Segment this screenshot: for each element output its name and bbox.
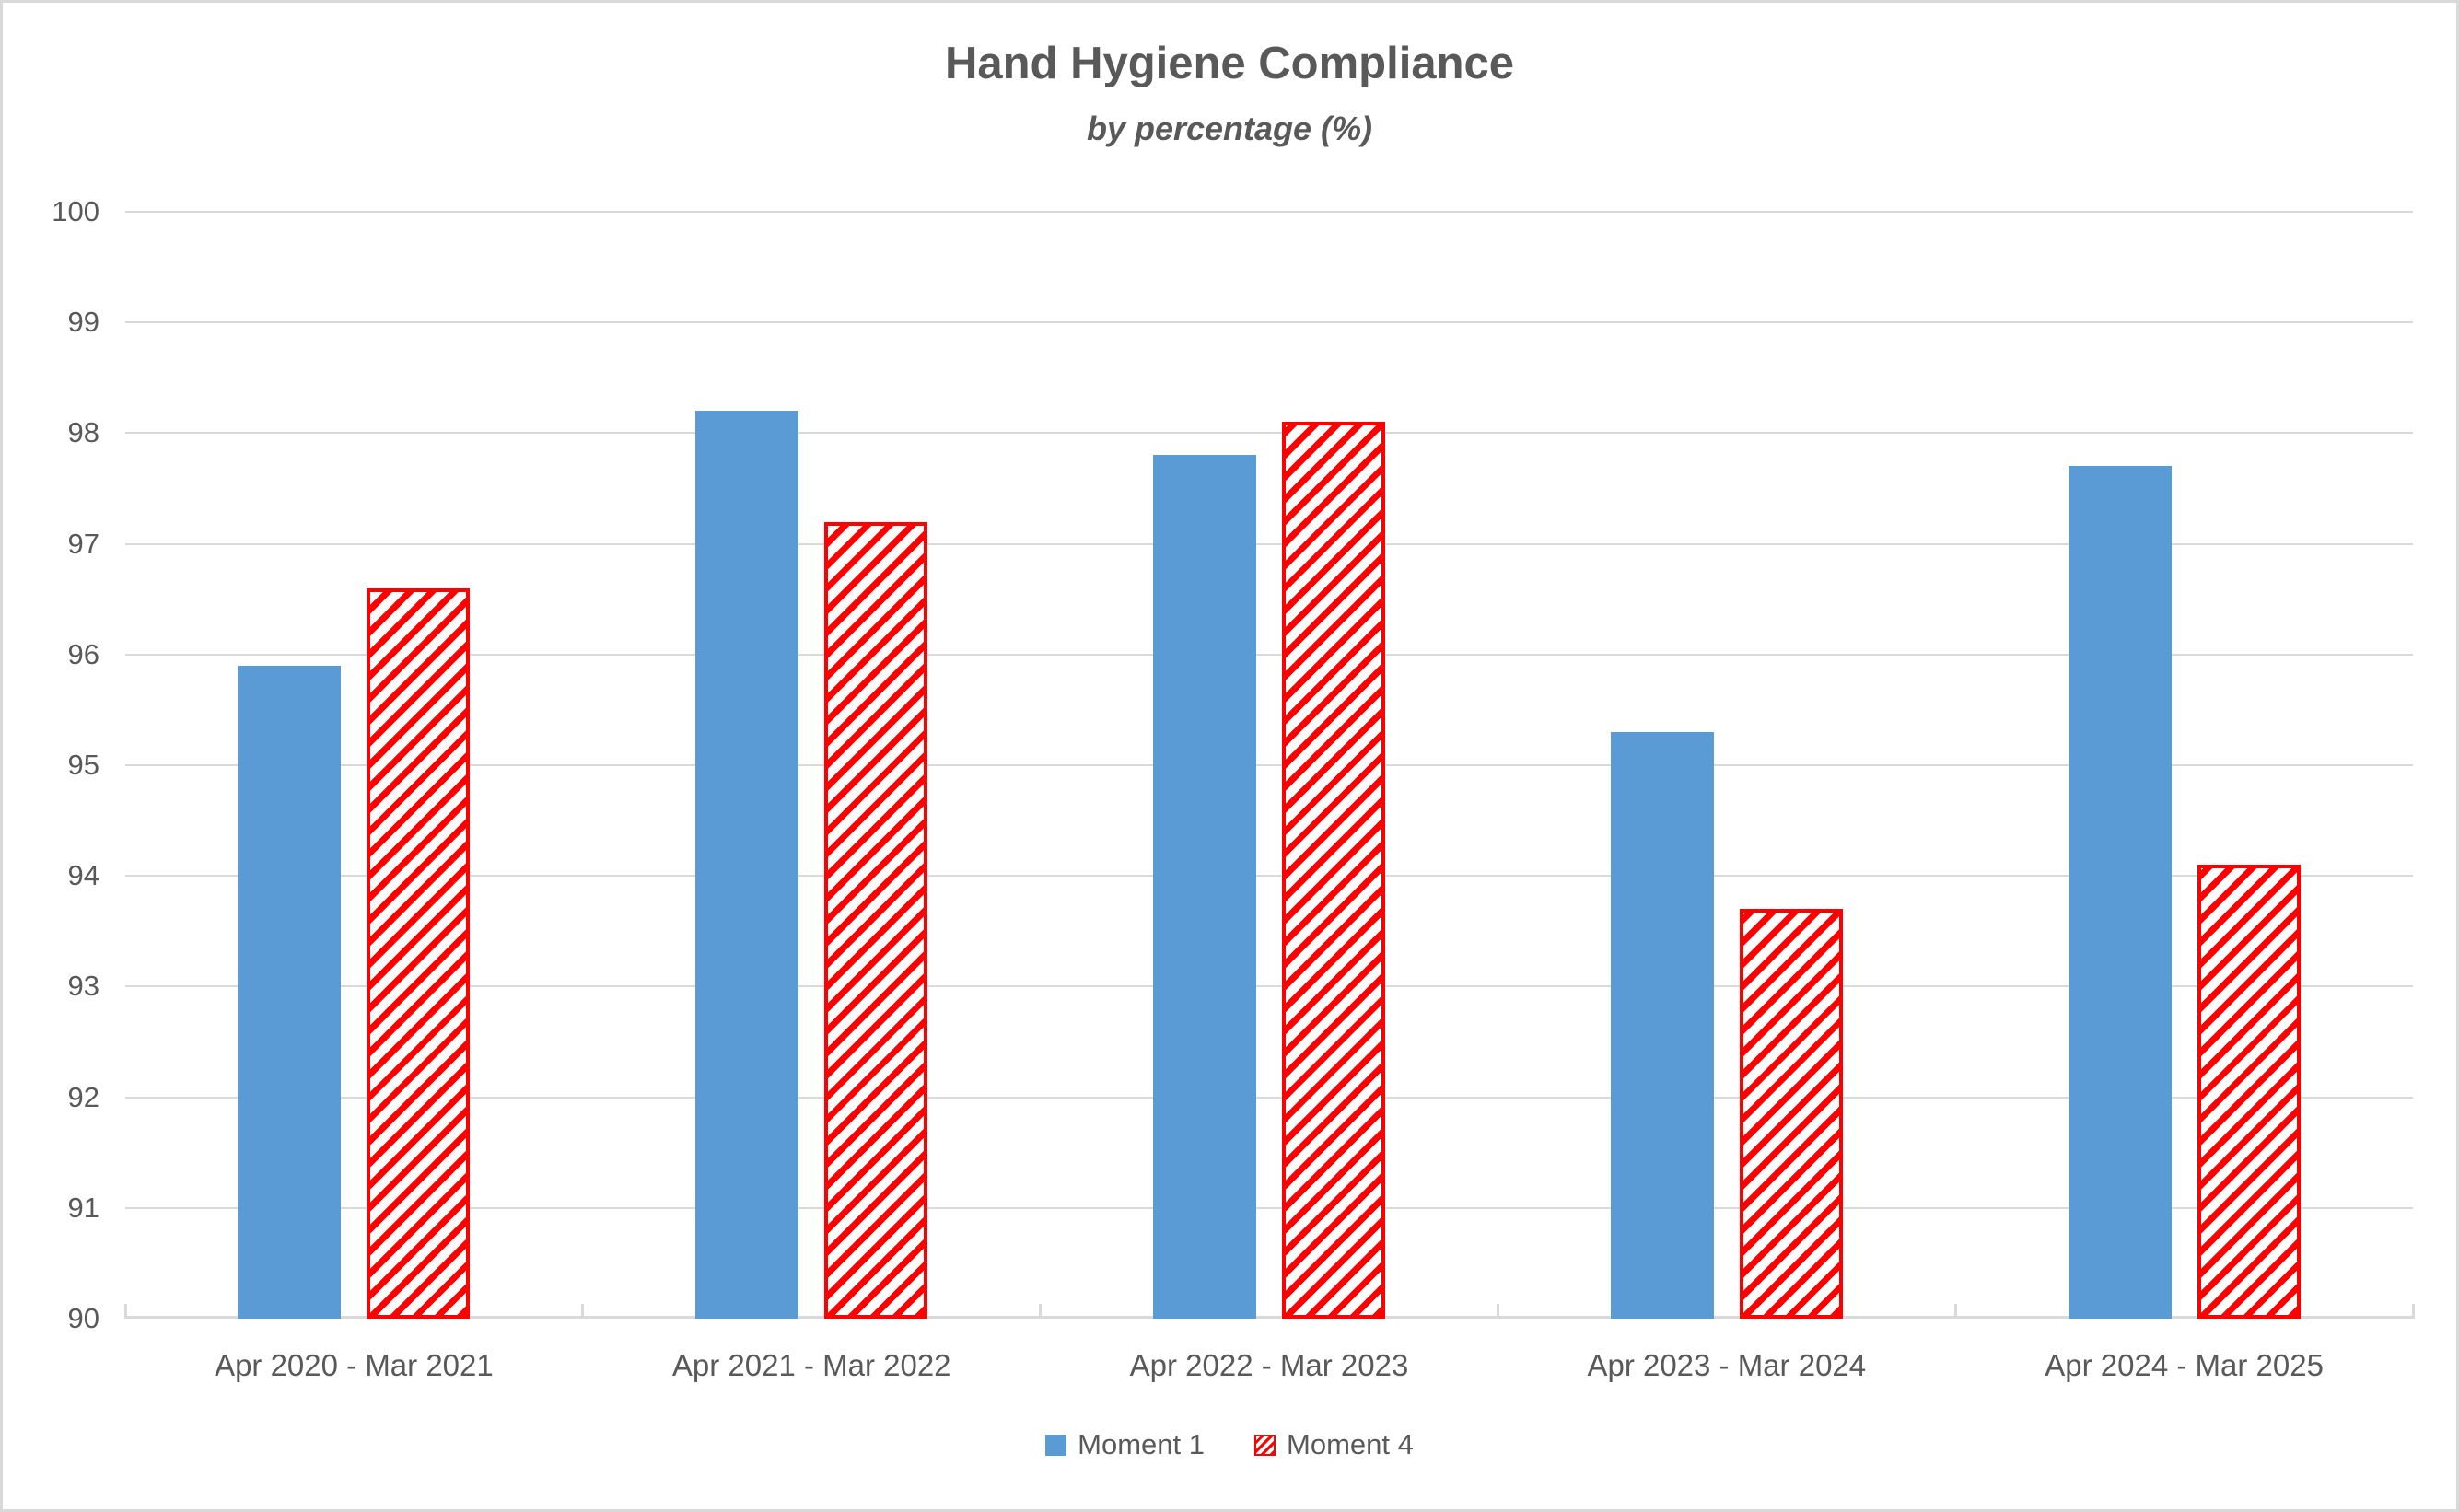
gridline-94 [125, 875, 2413, 878]
legend-label-moment-1: Moment 1 [1078, 1428, 1205, 1460]
y-axis-label-99: 99 [67, 306, 99, 339]
y-axis-label-94: 94 [67, 859, 99, 892]
moment-1-swatch-icon [1045, 1434, 1067, 1456]
moment-1-bar-apr-2023-mar-2024 [1610, 731, 1714, 1319]
chart-subtitle: by percentage (%) [1086, 110, 1373, 147]
y-axis-label-98: 98 [67, 416, 99, 449]
y-axis-label-90: 90 [67, 1302, 99, 1334]
moment-4-swatch-icon [1254, 1434, 1276, 1456]
moment-1-bar-apr-2024-mar-2025 [2068, 466, 2172, 1319]
moment-1-bar-apr-2020-mar-2021 [238, 665, 342, 1319]
moment-4-bar-apr-2020-mar-2021 [367, 587, 471, 1319]
moment-4-bar-apr-2023-mar-2024 [1739, 909, 1843, 1319]
y-axis-label-96: 96 [67, 637, 99, 670]
y-axis-label-93: 93 [67, 970, 99, 1003]
x-axis-label-apr-2022-mar-2023: Apr 2022 - Mar 2023 [1129, 1348, 1409, 1382]
legend-item-moment-1: Moment 1 [1045, 1428, 1205, 1461]
gridline-95 [125, 764, 2413, 766]
x-axis-label-apr-2023-mar-2024: Apr 2023 - Mar 2024 [1587, 1348, 1867, 1382]
y-axis-label-95: 95 [67, 749, 99, 781]
legend-label-moment-4: Moment 4 [1287, 1428, 1414, 1460]
gridline-91 [125, 1206, 2413, 1209]
chart-title: Hand Hygiene Compliance [944, 39, 1515, 88]
moment-1-bar-apr-2021-mar-2022 [695, 411, 799, 1319]
gridline-97 [125, 542, 2413, 545]
x-axis-tick [1953, 1304, 1957, 1319]
x-axis-label-apr-2020-mar-2021: Apr 2020 - Mar 2021 [215, 1348, 494, 1382]
gridline-98 [125, 432, 2413, 435]
legend: Moment 1 Moment 4 [3, 1428, 2456, 1461]
gridline-92 [125, 1096, 2413, 1099]
moment-4-bar-apr-2021-mar-2022 [824, 521, 928, 1319]
x-axis-tick [2411, 1304, 2415, 1319]
x-axis-label-apr-2021-mar-2022: Apr 2021 - Mar 2022 [671, 1348, 951, 1382]
y-axis-label-97: 97 [67, 527, 99, 560]
x-axis-tick [581, 1304, 585, 1319]
x-axis-line [125, 1316, 2413, 1319]
gridline-93 [125, 985, 2413, 988]
y-axis-label-92: 92 [67, 1080, 99, 1113]
x-axis-tick [1039, 1304, 1043, 1319]
y-axis-label-100: 100 [52, 195, 99, 227]
x-axis-label-apr-2024-mar-2025: Apr 2024 - Mar 2025 [2045, 1348, 2324, 1382]
y-axis-label-91: 91 [67, 1191, 99, 1224]
gridline-100 [125, 211, 2413, 213]
legend-item-moment-4: Moment 4 [1254, 1428, 1414, 1461]
moment-4-bar-apr-2022-mar-2023 [1282, 422, 1385, 1319]
moment-4-bar-apr-2024-mar-2025 [2197, 865, 2301, 1319]
x-axis-tick [1496, 1304, 1499, 1319]
x-axis-tick [123, 1304, 127, 1319]
moment-1-bar-apr-2022-mar-2023 [1153, 455, 1256, 1319]
gridline-99 [125, 321, 2413, 324]
gridline-96 [125, 653, 2413, 656]
